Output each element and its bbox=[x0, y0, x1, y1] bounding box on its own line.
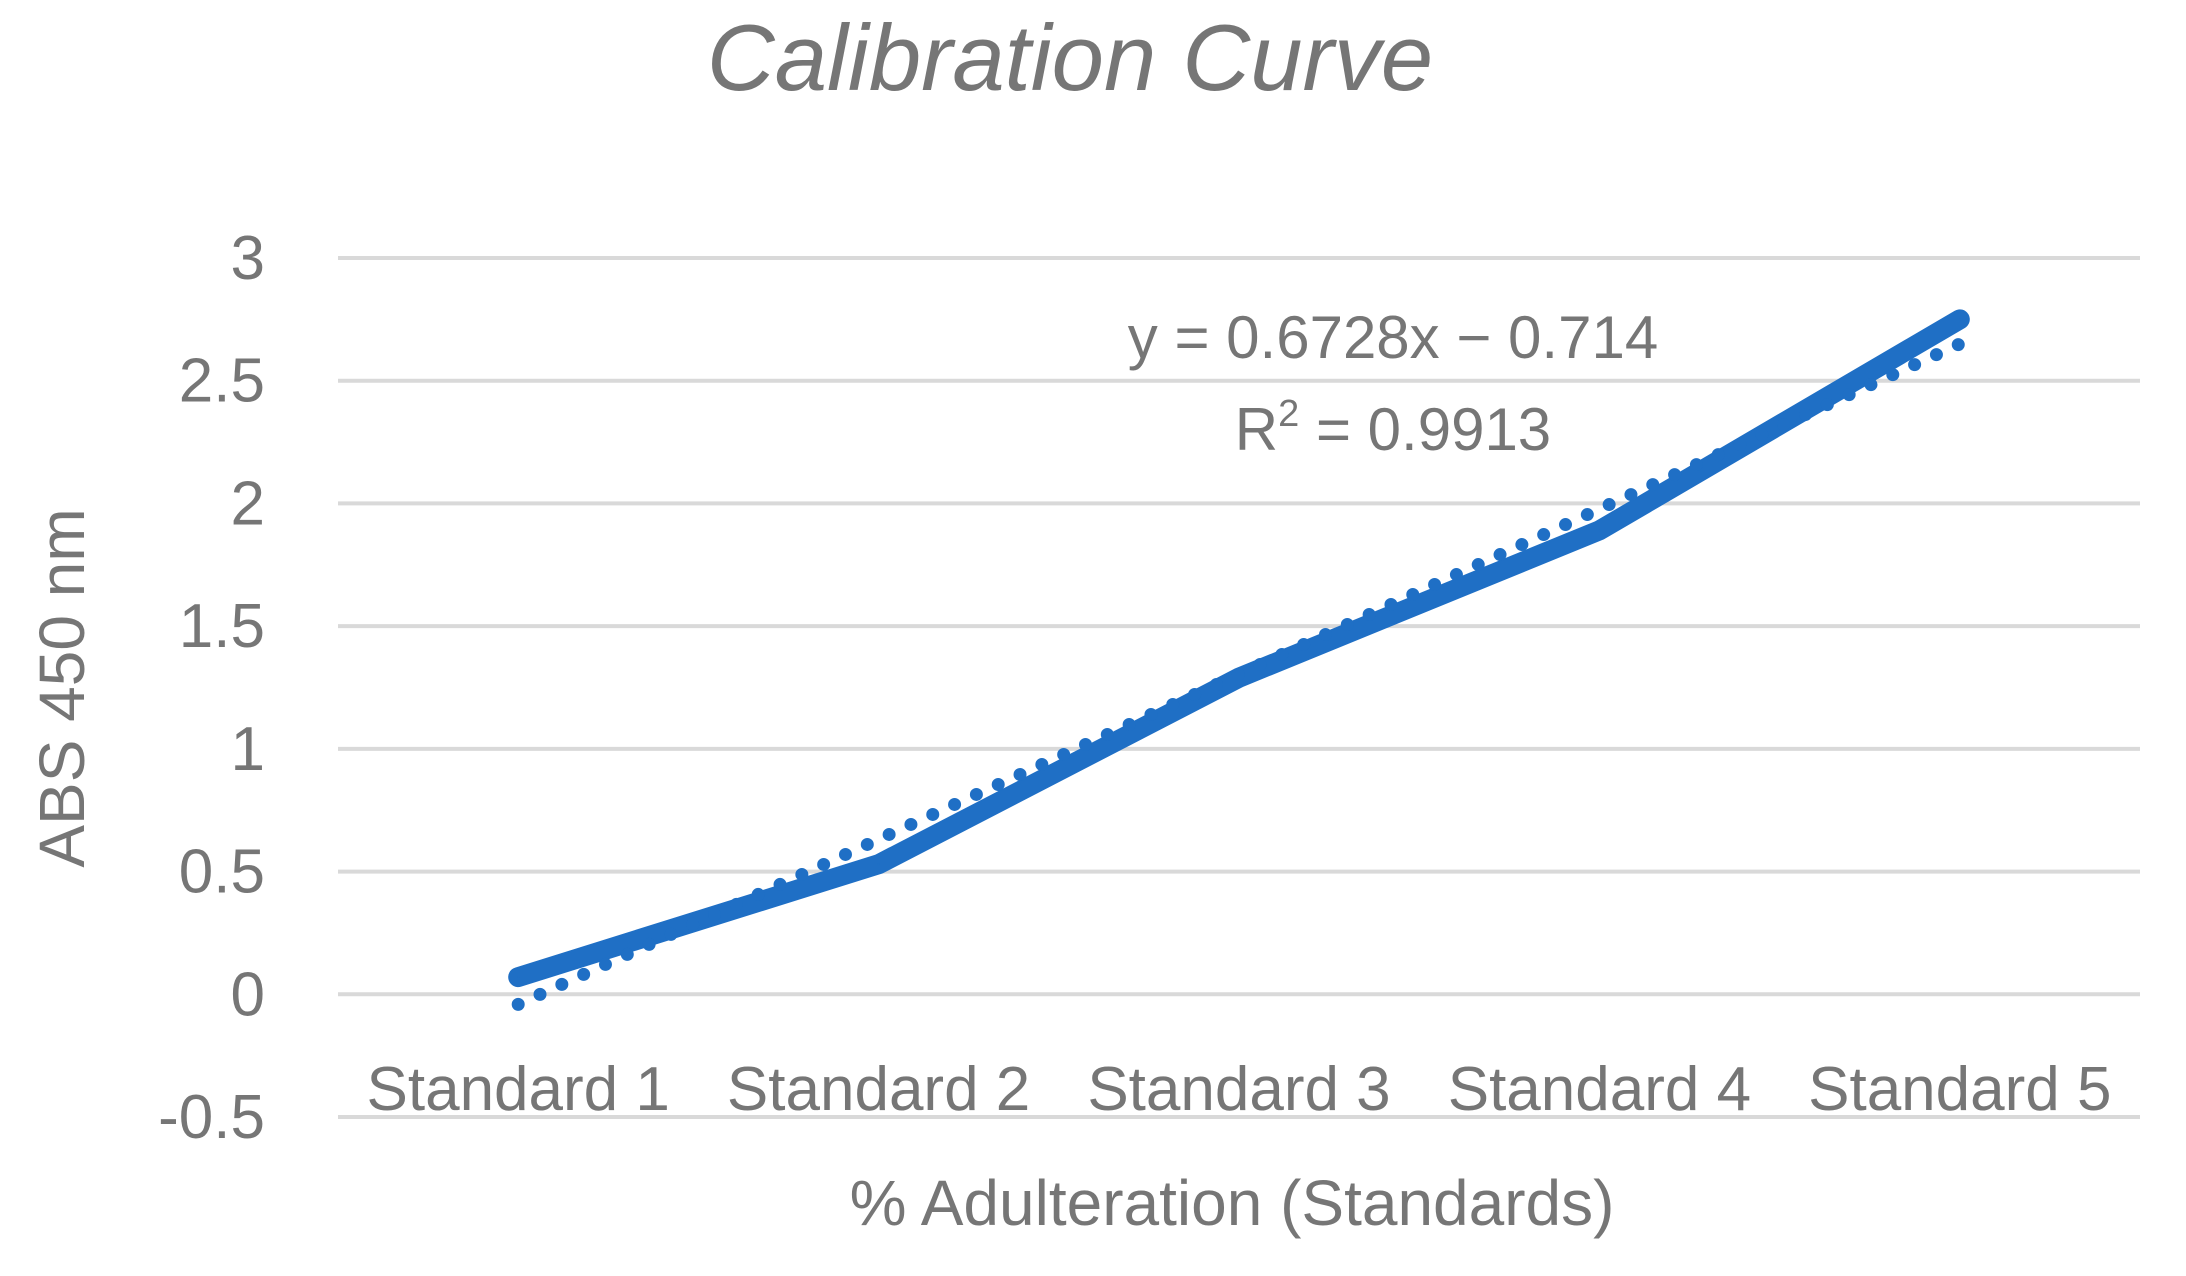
y-tick-label: 1 bbox=[231, 715, 265, 784]
y-tick-label: 0.5 bbox=[179, 838, 265, 907]
x-axis-title: % Adulteration (Standards) bbox=[850, 1167, 1615, 1239]
r2-prefix: R bbox=[1235, 396, 1278, 463]
y-tick-label: 3 bbox=[231, 224, 265, 293]
y-tick-label: 0 bbox=[231, 960, 265, 1029]
chart-title: Calibration Curve bbox=[707, 5, 1433, 110]
data-point bbox=[1958, 318, 1961, 321]
data-point bbox=[517, 976, 520, 979]
y-tick-label: 2.5 bbox=[179, 347, 265, 416]
x-tick-label: Standard 1 bbox=[367, 1055, 670, 1124]
data-point bbox=[1598, 529, 1601, 532]
trendline bbox=[511, 337, 1967, 1011]
trendline-layer bbox=[511, 337, 1967, 1011]
r2-exponent: 2 bbox=[1278, 393, 1299, 435]
y-tick-label: 2 bbox=[231, 469, 265, 538]
x-axis-ticks: Standard 1 Standard 2 Standard 3 Standard 4… bbox=[367, 1055, 2112, 1124]
x-tick-label: Standard 5 bbox=[1808, 1055, 2111, 1124]
y-tick-label: 1.5 bbox=[179, 592, 265, 661]
r2-suffix: = 0.9913 bbox=[1299, 396, 1551, 463]
gridlines bbox=[338, 256, 2140, 1119]
y-tick-label: -0.5 bbox=[158, 1083, 265, 1152]
x-tick-label: Standard 2 bbox=[727, 1055, 1030, 1124]
y-axis-title: ABS 450 nm bbox=[26, 508, 98, 867]
data-point bbox=[877, 863, 880, 866]
trendline-r2-label: R2 = 0.9913 bbox=[1235, 393, 1551, 463]
y-axis-ticks: 3 2.5 2 1.5 1 0.5 0 -0.5 bbox=[158, 224, 265, 1152]
x-tick-label: Standard 4 bbox=[1448, 1055, 1751, 1124]
x-tick-label: Standard 3 bbox=[1087, 1055, 1390, 1124]
trendline-equation-label: y = 0.6728x − 0.714 bbox=[1128, 304, 1658, 371]
